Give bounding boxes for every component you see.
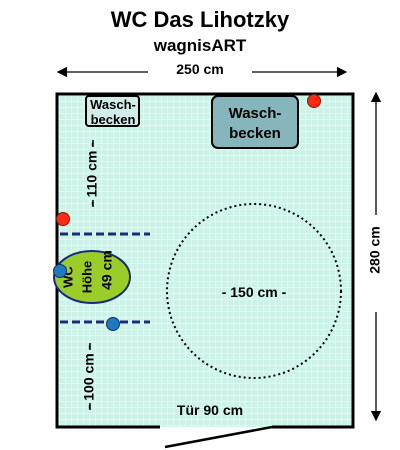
red-marker-top-right: [307, 94, 321, 108]
blue-marker-wc-front: [106, 317, 120, 331]
turning-circle: [166, 203, 342, 379]
room-walls: [55, 92, 355, 429]
large-wash-basin: Wasch- becken: [211, 95, 299, 149]
width-label: 250 cm: [176, 61, 223, 77]
blue-marker-wc-side: [53, 264, 67, 278]
door-leaf: [164, 425, 273, 449]
small-wash-basin: Wasch- becken: [85, 95, 140, 127]
lower-gap-label: - 100 cm -: [81, 344, 97, 409]
page-subtitle: wagnisART: [153, 36, 247, 55]
large-basin-label-line1: Wasch-: [229, 105, 282, 122]
small-basin-label-line1: Wasch-: [90, 97, 136, 112]
small-basin-label-line2: becken: [91, 112, 136, 127]
turning-circle-label: - 150 cm -: [222, 284, 287, 300]
depth-label: 280 cm: [367, 226, 383, 273]
page-title: WC Das Lihotzky: [111, 7, 290, 32]
red-marker-left-wall: [56, 212, 70, 226]
wc-height-value: 49 cm: [99, 250, 115, 290]
large-basin-label-line2: becken: [229, 125, 281, 142]
door-label: Tür 90 cm: [177, 402, 243, 418]
wc-height-label: Höhe: [79, 261, 94, 294]
upper-gap-label: - 110 cm -: [84, 142, 100, 206]
wc-toilet: WC Höhe 49 cm: [53, 250, 131, 304]
